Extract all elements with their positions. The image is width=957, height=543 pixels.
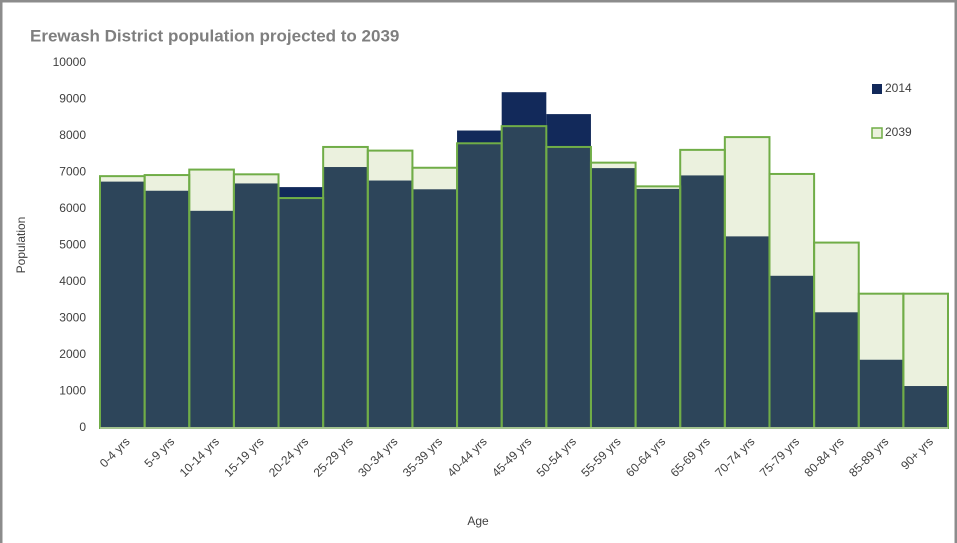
bar: [232, 173, 280, 429]
bar: [144, 190, 190, 428]
bar: [814, 312, 859, 428]
y-tick-label: 3000: [59, 311, 86, 325]
bar: [501, 92, 547, 428]
y-tick-label: 1000: [59, 384, 86, 398]
bar: [768, 172, 816, 429]
bar: [143, 174, 191, 429]
bar: [858, 359, 904, 428]
bar: [233, 183, 279, 428]
bar: [902, 292, 949, 429]
bar: [679, 148, 726, 429]
bar: [813, 241, 860, 429]
y-tick-label: 7000: [59, 165, 86, 179]
bar: [188, 168, 235, 430]
bar: [590, 168, 636, 428]
bar: [322, 145, 369, 429]
bar: [411, 166, 459, 429]
chart-title: Erewash District population projected to…: [30, 26, 399, 45]
bar: [99, 175, 146, 429]
bar: [635, 188, 681, 428]
bar: [589, 161, 637, 430]
y-tick-label: 4000: [59, 274, 86, 288]
bar: [100, 181, 145, 428]
y-tick-label: 6000: [59, 201, 86, 215]
bar: [278, 187, 324, 428]
bar: [546, 114, 591, 428]
y-axis-title: Population: [14, 217, 28, 274]
bar: [277, 197, 325, 429]
bar: [366, 149, 414, 429]
bar: [724, 236, 770, 428]
bar: [903, 386, 948, 428]
y-tick-label: 2000: [59, 347, 86, 361]
legend-swatch: [871, 127, 883, 139]
legend-swatch: [872, 84, 882, 94]
bar: [457, 130, 502, 428]
legend-label: 2039: [885, 125, 912, 139]
y-tick-label: 10000: [53, 55, 87, 69]
x-axis-title: Age: [467, 514, 489, 528]
bar: [189, 210, 234, 428]
bar: [769, 275, 815, 428]
bar: [367, 180, 413, 428]
bar: [500, 125, 548, 430]
y-tick-label: 5000: [59, 238, 86, 252]
bar: [857, 292, 905, 429]
bar: [545, 145, 592, 429]
bar: [412, 189, 458, 428]
bar: [456, 142, 503, 430]
y-tick-label: 8000: [59, 128, 86, 142]
y-tick-label: 0: [79, 420, 86, 434]
y-tick-label: 9000: [59, 92, 86, 106]
bar: [723, 136, 771, 429]
legend-label: 2014: [885, 81, 912, 95]
bar: [634, 185, 682, 429]
bar: [680, 175, 725, 428]
bar: [323, 167, 368, 428]
